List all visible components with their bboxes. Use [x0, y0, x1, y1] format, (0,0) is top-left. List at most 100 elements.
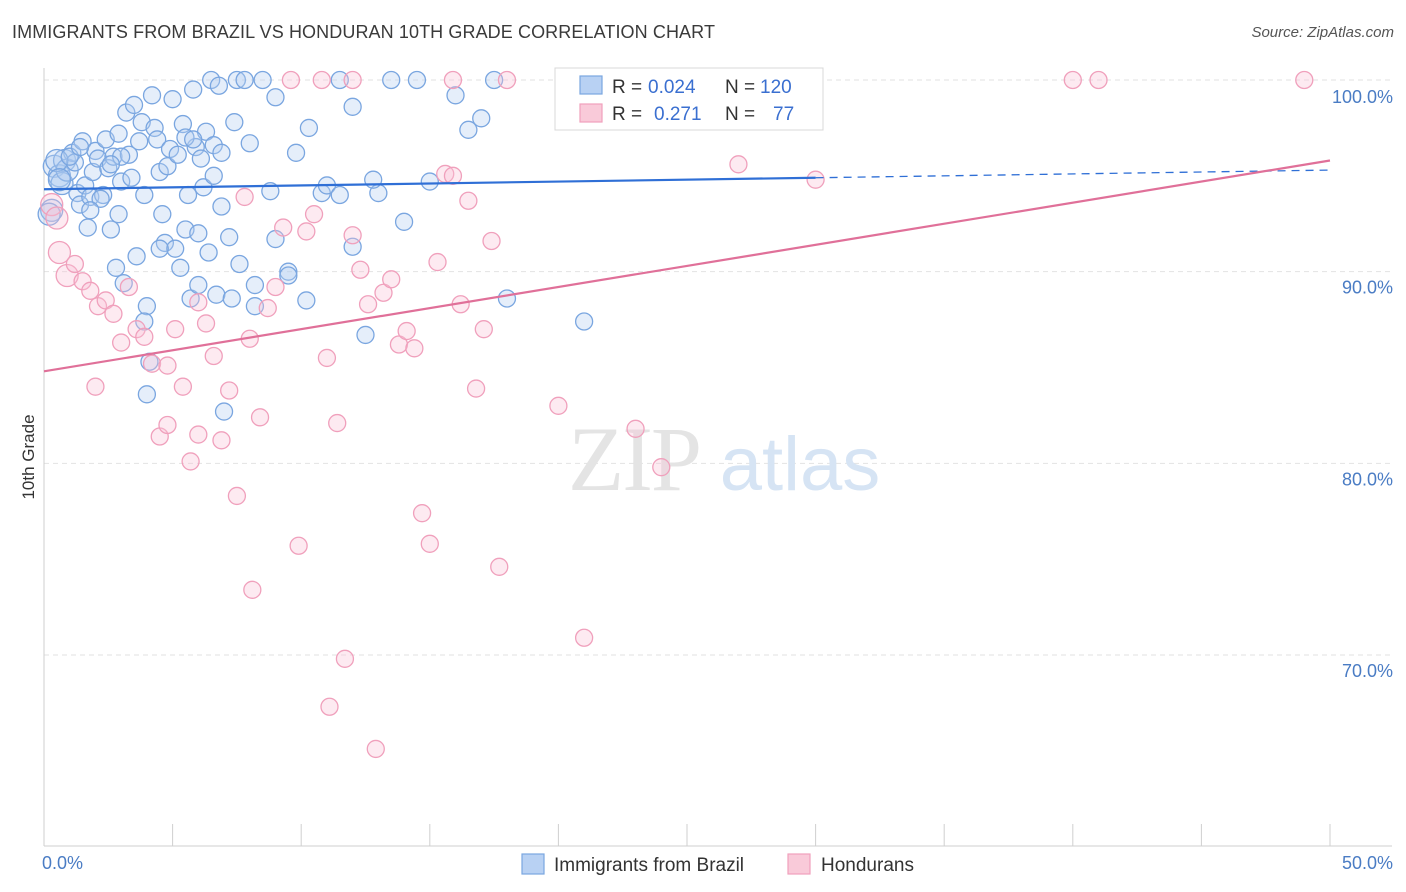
brazil-point: [191, 149, 211, 168]
honduran-point: [289, 536, 308, 555]
brazil-point: [130, 132, 149, 151]
legend-swatch-brazil: [579, 75, 603, 95]
brazil-point: [472, 109, 491, 128]
honduran-trend-line: [43, 159, 1331, 373]
brazil-point: [266, 88, 285, 107]
honduran-point: [459, 191, 478, 210]
brazil-point: [212, 143, 231, 162]
honduran-point: [243, 580, 262, 599]
honduran-point: [317, 348, 337, 368]
brazil-point: [112, 172, 131, 191]
honduran-point: [281, 70, 301, 90]
honduran-point: [65, 254, 85, 274]
y-tick-label: 70.0%: [1342, 661, 1393, 681]
honduran-point: [181, 452, 200, 471]
legend-r-label-1: R =: [612, 77, 642, 98]
honduran-point: [312, 70, 331, 90]
brazil-point: [245, 275, 265, 295]
brazil-point: [446, 86, 465, 105]
honduran-point: [443, 166, 463, 185]
honduran-point: [104, 304, 123, 323]
brazil-point: [574, 312, 594, 331]
brazil-point: [163, 90, 182, 109]
brazil-point: [117, 103, 136, 122]
brazil-point: [364, 170, 383, 189]
brazil-point: [153, 205, 172, 224]
honduran-point: [497, 70, 517, 90]
y-tick-label: 100.0%: [1332, 87, 1393, 107]
honduran-point: [328, 413, 347, 433]
honduran-point: [258, 298, 277, 318]
brazil-point: [150, 239, 169, 258]
brazil-point: [148, 130, 167, 149]
brazil-point: [382, 70, 401, 90]
brazil-point: [171, 258, 190, 277]
brazil-point: [70, 137, 90, 157]
honduran-point: [142, 354, 162, 373]
trend-lines: [43, 159, 1331, 373]
honduran-point: [343, 226, 362, 245]
honduran-point: [405, 339, 424, 358]
brazil-point: [230, 254, 249, 274]
honduran-point: [86, 377, 105, 396]
honduran-point: [490, 557, 509, 576]
honduran-point: [47, 240, 72, 265]
brazil-point: [45, 148, 69, 173]
brazil-point: [207, 285, 226, 304]
brazil-point: [145, 118, 164, 138]
honduran-point: [574, 628, 594, 647]
x-tick-labels: 0.0% 50.0%: [42, 853, 1393, 873]
brazil-point: [101, 155, 121, 174]
honduran-point: [274, 218, 293, 237]
honduran-point: [397, 321, 416, 341]
brazil-point: [137, 385, 157, 404]
brazil-point: [173, 114, 193, 134]
honduran-point: [1089, 70, 1108, 90]
legend-r-value-1: 0.024: [648, 77, 696, 98]
honduran-point: [304, 205, 324, 224]
bottom-legend-label-hondurans: Hondurans: [821, 855, 914, 876]
y-axis-title: 10th Grade: [19, 414, 38, 499]
brazil-point: [135, 185, 154, 205]
brazil-point: [91, 189, 110, 208]
brazil-point: [235, 70, 254, 90]
honduran-point: [212, 431, 231, 450]
honduran-point: [81, 281, 100, 300]
brazil-point: [225, 113, 244, 132]
honduran-point: [55, 263, 79, 288]
legend-n-value-1: 120: [760, 77, 792, 98]
brazil-point: [178, 185, 198, 205]
honduran-point: [204, 346, 223, 366]
brazil-point: [168, 145, 187, 164]
brazil-point: [209, 76, 229, 95]
watermark-zip: ZIP: [568, 408, 700, 510]
honduran-point: [626, 419, 645, 438]
brazil-point: [155, 233, 175, 253]
brazil-point: [137, 297, 157, 316]
honduran-point: [158, 415, 177, 435]
honduran-point: [482, 231, 501, 251]
brazil-point: [222, 289, 241, 308]
brazil-point: [184, 80, 203, 99]
honduran-point: [320, 697, 339, 716]
brazil-trend-extension: [815, 169, 1331, 179]
honduran-point: [189, 425, 208, 444]
brazil-point: [227, 70, 247, 90]
brazil-point: [199, 243, 218, 262]
honduran-point: [250, 408, 270, 427]
honduran-point: [549, 396, 568, 415]
honduran-point: [335, 649, 355, 668]
honduran-point: [119, 277, 139, 297]
brazil-point: [299, 118, 319, 138]
honduran-point: [443, 70, 463, 90]
brazil-point: [484, 70, 504, 90]
brazil-point: [240, 134, 259, 153]
legend-r-value-2: 0.271: [654, 104, 702, 125]
honduran-point: [189, 293, 208, 312]
brazil-point: [286, 143, 306, 162]
honduran-point: [127, 320, 146, 339]
honduran-point: [474, 320, 493, 339]
honduran-point: [235, 187, 254, 207]
bottom-legend: Immigrants from Brazil Hondurans: [521, 853, 914, 876]
honduran-point: [73, 272, 92, 291]
